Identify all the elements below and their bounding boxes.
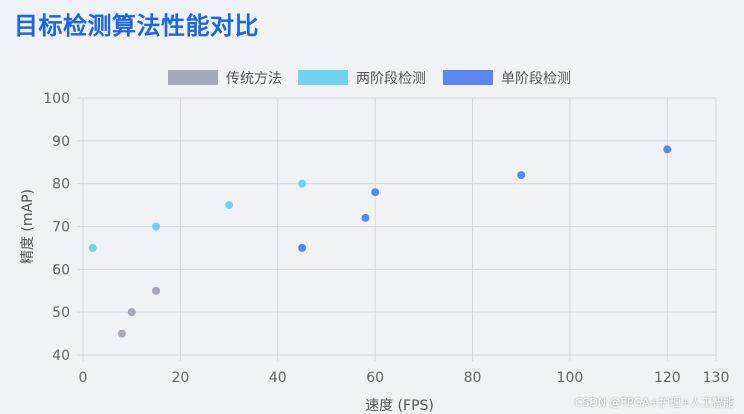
data-point <box>88 243 97 252</box>
data-point <box>298 179 307 188</box>
x-tick-label: 80 <box>464 370 482 386</box>
x-tick-label: 40 <box>269 370 287 386</box>
x-tick-label: 130 <box>703 370 730 386</box>
x-tick-label: 60 <box>366 370 384 386</box>
legend-label: 传统方法 <box>226 71 282 87</box>
x-tick-label: 0 <box>79 370 88 386</box>
y-tick-label: 100 <box>43 91 70 107</box>
x-tick-label: 20 <box>171 370 189 386</box>
data-point <box>517 171 526 180</box>
x-tick-label: 100 <box>557 370 584 386</box>
data-point <box>152 286 161 295</box>
data-point <box>361 213 370 222</box>
legend-label: 两阶段检测 <box>356 71 426 87</box>
data-point <box>225 201 234 210</box>
page-title: 目标检测算法性能对比 <box>14 12 259 40</box>
y-tick-label: 50 <box>52 305 70 321</box>
legend-swatch <box>298 70 348 85</box>
y-tick-label: 40 <box>52 348 70 364</box>
data-point <box>152 222 161 231</box>
data-point <box>117 329 126 338</box>
legend-swatch <box>443 70 493 85</box>
y-tick-label: 70 <box>52 220 70 236</box>
legend-label: 单阶段检测 <box>501 71 571 87</box>
y-tick-label: 60 <box>52 262 70 278</box>
watermark: CSDN @FPGA+护理+人工智能 <box>574 396 734 409</box>
y-tick-label: 80 <box>52 177 70 193</box>
data-point <box>298 243 307 252</box>
data-point <box>663 145 672 154</box>
legend-swatch <box>168 70 218 85</box>
data-point <box>127 308 136 317</box>
y-axis-label: 精度 (mAP) <box>20 189 36 264</box>
data-point <box>371 188 380 197</box>
y-tick-label: 90 <box>52 134 70 150</box>
x-tick-label: 120 <box>654 370 681 386</box>
x-axis-label: 速度 (FPS) <box>365 398 434 414</box>
